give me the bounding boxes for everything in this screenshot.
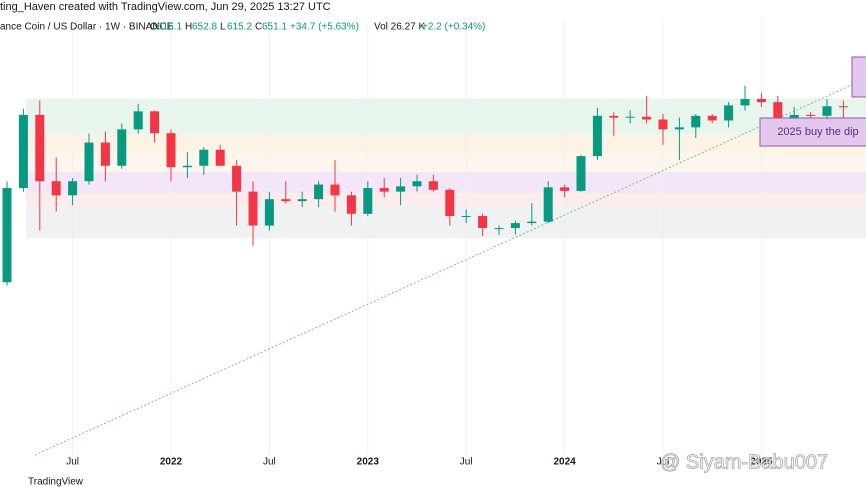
candle-body [2, 188, 12, 283]
candle-body [806, 114, 816, 116]
x-tick-label: 2025 [750, 457, 773, 468]
candle-body [150, 111, 160, 134]
watermark: @ Siyam-Babu007 [660, 451, 828, 473]
candle-body [281, 199, 291, 202]
x-tick-label: Jul [460, 457, 473, 468]
candle-body [560, 187, 570, 191]
legend-text: 652.8 [192, 22, 217, 33]
footer: TradingView [28, 477, 84, 487]
candle-body [740, 98, 750, 106]
zone [26, 153, 866, 172]
x-tick-label: 2022 [160, 457, 183, 468]
candle-body [133, 111, 143, 130]
x-tick-label: Jul [657, 457, 670, 468]
candle-body [494, 228, 504, 230]
candle-body [445, 189, 455, 217]
candle-body [674, 127, 684, 130]
author: ting_Haven created with TradingView.com,… [0, 1, 331, 13]
candle-body [592, 115, 602, 157]
candle-body [68, 181, 78, 196]
candle-body [346, 195, 356, 214]
candle-body [461, 216, 471, 218]
candle-body [838, 106, 848, 108]
candle-body [363, 188, 373, 214]
candle-body [396, 186, 406, 192]
candle-body [658, 119, 668, 130]
legend-text: +34.7 (+5.63%) [290, 22, 359, 33]
x-tick-label: 2023 [357, 457, 380, 468]
legend-text: ance Coin / US Dollar · 1W · BINANCE [0, 22, 174, 33]
legend-text: 651.1 [262, 22, 287, 33]
candle-body [18, 114, 28, 189]
legend-text: L [220, 22, 226, 33]
candle-body [232, 165, 242, 192]
candle-body [412, 181, 422, 187]
candle-body [724, 105, 734, 121]
x-tick-label: Jul [66, 457, 79, 468]
legend-text: Vol 26.27 K [374, 22, 425, 33]
candle-body [642, 116, 652, 120]
candle-body [822, 106, 832, 116]
legend-text: +2.2 (+0.34%) [422, 22, 485, 33]
legend-text: 616.1 [157, 22, 182, 33]
candle-body [330, 184, 340, 196]
trendline [34, 77, 866, 456]
x-tick-label: 2024 [553, 457, 576, 468]
candle-body [510, 223, 520, 229]
x-tick-label: Jul [263, 457, 276, 468]
candle-body [182, 165, 192, 168]
annotation-box [759, 117, 866, 147]
candle-body [84, 142, 94, 182]
legend-text: H [185, 22, 192, 33]
candle-body [773, 102, 783, 118]
candle-body [527, 221, 537, 224]
candle-body [248, 191, 258, 226]
legend-text: 615.2 [227, 22, 252, 33]
legend-text: C [255, 22, 262, 33]
candle-body [117, 129, 127, 166]
candle-body [789, 114, 799, 118]
candle-body [264, 199, 274, 226]
candle-body [379, 188, 389, 192]
candle-body [756, 98, 766, 103]
candle-body [428, 181, 438, 190]
candle-body [576, 156, 586, 191]
candle-body [625, 116, 635, 118]
candle-body [543, 187, 553, 222]
annotation-box [851, 56, 866, 98]
candle-body [478, 216, 488, 229]
zone [26, 134, 866, 154]
legend-text: O [150, 22, 158, 33]
candle-body [166, 133, 176, 168]
candle-body [215, 149, 225, 166]
plot-area [2, 20, 866, 456]
candle-body [100, 142, 110, 166]
candle-body [707, 115, 717, 121]
candle-body [609, 115, 619, 118]
candle-body [314, 184, 324, 200]
candle-body [199, 149, 209, 166]
candle-body [35, 114, 45, 182]
candle-body [51, 181, 61, 196]
candle-body [691, 115, 701, 128]
annotation: 2025 buy the dip [777, 126, 858, 138]
candle-body [297, 199, 307, 202]
